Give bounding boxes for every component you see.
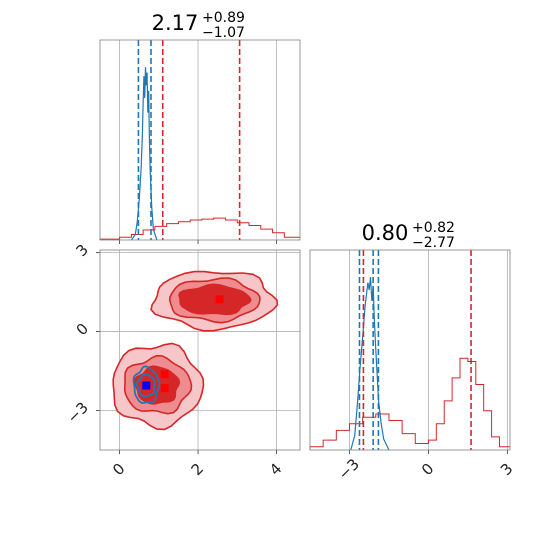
title-param1-minus: −1.07 (202, 25, 245, 41)
right-panel-frame (309, 249, 511, 451)
blue-marker (142, 381, 151, 390)
x-tick-label-param1-2: 4 (266, 460, 285, 479)
y-tick-label-param2-2: 3 (73, 241, 92, 260)
title-param2-plus: +0.82 (412, 220, 455, 236)
title-param1-plus: +0.89 (202, 10, 245, 26)
blue-histogram-param2 (350, 277, 390, 451)
x-tick-label-param1-0: 0 (109, 460, 128, 479)
x-tick-label-param2-1: 0 (418, 460, 437, 479)
title-param2-minus: −2.77 (412, 235, 455, 251)
red-histogram-param2 (309, 357, 510, 450)
joint-density-plot: 0 2 4 −3 0 3 (64, 241, 301, 479)
title-param1: 2.17 (152, 11, 199, 35)
x-tick-label-param2-0: −3 (335, 455, 363, 483)
red-contour-cluster0-level2 (178, 283, 252, 316)
top-panel-frame (99, 39, 301, 241)
red-marker-1 (160, 370, 169, 379)
red-histogram-param1 (99, 217, 300, 240)
red-marker-0 (215, 295, 224, 304)
blue-histogram-param1 (130, 67, 158, 241)
histogram-param1 (99, 39, 301, 244)
y-tick-label-param2-0: −3 (64, 399, 92, 427)
title-param1-value: 2.17 (152, 11, 199, 35)
mid-panel-frame (99, 249, 301, 451)
y-tick-label-param2-1: 0 (73, 320, 92, 339)
x-tick-label-param2-2: 3 (497, 460, 516, 479)
title-param2-value: 0.80 (362, 221, 409, 245)
x-tick-label-param1-1: 2 (188, 460, 207, 479)
blue-contour-level0 (132, 365, 161, 404)
red-marker-2 (160, 384, 169, 393)
blue-contour-level1 (135, 373, 157, 398)
histogram-param2: −3 0 3 (309, 249, 516, 483)
